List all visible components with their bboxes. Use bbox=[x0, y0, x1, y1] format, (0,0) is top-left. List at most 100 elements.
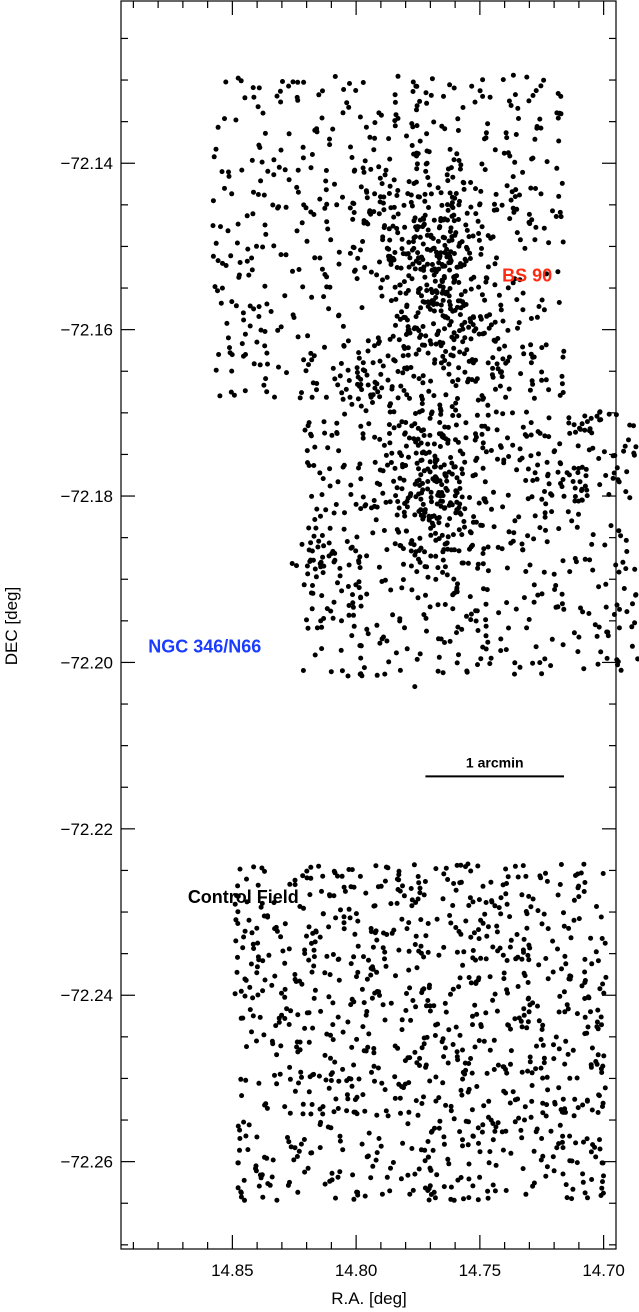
star-point bbox=[415, 595, 421, 601]
star-point bbox=[382, 223, 388, 229]
star-point bbox=[466, 975, 472, 980]
star-point bbox=[300, 284, 306, 290]
star-point bbox=[474, 1011, 480, 1017]
star-point bbox=[387, 336, 393, 342]
star-point bbox=[453, 422, 459, 428]
star-point bbox=[311, 995, 317, 1001]
star-point bbox=[425, 261, 430, 267]
star-point bbox=[239, 1093, 245, 1099]
star-point bbox=[543, 501, 549, 507]
star-point bbox=[440, 896, 446, 902]
star-point bbox=[567, 1075, 573, 1081]
star-point bbox=[319, 646, 325, 652]
star-point bbox=[312, 517, 318, 522]
star-point bbox=[412, 552, 418, 558]
star-point bbox=[454, 660, 460, 666]
star-point bbox=[540, 1075, 546, 1081]
star-point bbox=[299, 541, 305, 547]
star-point bbox=[513, 606, 519, 612]
star-point bbox=[351, 210, 357, 215]
star-point bbox=[360, 239, 366, 244]
star-point bbox=[421, 892, 427, 898]
star-point bbox=[425, 441, 431, 447]
star-point bbox=[541, 307, 547, 313]
star-point bbox=[319, 492, 325, 498]
star-point bbox=[608, 523, 614, 529]
star-point bbox=[246, 1122, 252, 1128]
star-point bbox=[405, 1121, 411, 1127]
star-point bbox=[490, 997, 496, 1003]
star-point bbox=[383, 499, 389, 505]
star-point bbox=[348, 961, 354, 967]
star-point bbox=[400, 370, 406, 376]
star-point bbox=[400, 577, 406, 583]
star-point bbox=[255, 882, 261, 888]
star-point bbox=[274, 1197, 280, 1203]
star-point bbox=[480, 331, 486, 337]
star-point bbox=[237, 866, 243, 872]
star-point bbox=[596, 584, 602, 590]
star-point bbox=[283, 204, 289, 210]
star-point bbox=[264, 301, 270, 307]
star-point bbox=[403, 443, 409, 449]
star-point bbox=[451, 251, 457, 256]
star-point bbox=[448, 319, 454, 325]
star-point bbox=[260, 110, 266, 116]
star-point bbox=[623, 566, 629, 572]
star-point bbox=[346, 603, 352, 608]
star-point bbox=[311, 963, 317, 969]
star-point bbox=[451, 881, 457, 886]
star-point bbox=[444, 540, 450, 546]
y-tick-label: −72.14 bbox=[61, 154, 113, 173]
star-point bbox=[282, 960, 288, 966]
star-point bbox=[360, 494, 366, 500]
star-point bbox=[442, 358, 448, 363]
star-point bbox=[462, 335, 468, 341]
star-point bbox=[301, 357, 307, 363]
star-point bbox=[286, 131, 292, 137]
star-point bbox=[312, 652, 318, 658]
star-point bbox=[520, 307, 526, 313]
star-point bbox=[472, 437, 478, 443]
star-point bbox=[290, 268, 295, 274]
star-point bbox=[461, 351, 467, 357]
star-point bbox=[544, 271, 549, 277]
star-point bbox=[553, 1034, 559, 1040]
star-point bbox=[301, 202, 307, 208]
star-point bbox=[317, 196, 323, 202]
star-point bbox=[559, 591, 565, 597]
star-point bbox=[425, 486, 431, 492]
star-point bbox=[497, 945, 503, 951]
star-point bbox=[432, 478, 438, 484]
star-point bbox=[355, 969, 361, 975]
star-point bbox=[554, 165, 560, 171]
star-point bbox=[470, 473, 476, 479]
star-point bbox=[425, 921, 431, 926]
star-point bbox=[438, 498, 444, 504]
star-point bbox=[453, 400, 459, 406]
star-point bbox=[420, 241, 426, 247]
star-point bbox=[319, 533, 325, 538]
star-point bbox=[621, 448, 627, 454]
star-point bbox=[536, 1018, 542, 1024]
star-point bbox=[464, 613, 469, 619]
star-point bbox=[598, 1014, 604, 1020]
star-point bbox=[475, 662, 480, 668]
star-point bbox=[322, 970, 328, 976]
star-point bbox=[373, 1157, 379, 1163]
star-point bbox=[480, 77, 486, 83]
star-point bbox=[506, 529, 512, 535]
star-point bbox=[274, 93, 280, 99]
star-point bbox=[422, 191, 428, 197]
star-point bbox=[411, 218, 417, 224]
star-point bbox=[566, 415, 572, 421]
star-point bbox=[379, 1080, 385, 1086]
star-point bbox=[596, 624, 602, 630]
star-point bbox=[447, 190, 453, 196]
star-point bbox=[442, 564, 448, 570]
star-point bbox=[394, 485, 400, 491]
star-point bbox=[453, 925, 459, 930]
star-point bbox=[458, 1175, 464, 1180]
star-point bbox=[238, 988, 244, 994]
star-point bbox=[426, 1197, 432, 1203]
